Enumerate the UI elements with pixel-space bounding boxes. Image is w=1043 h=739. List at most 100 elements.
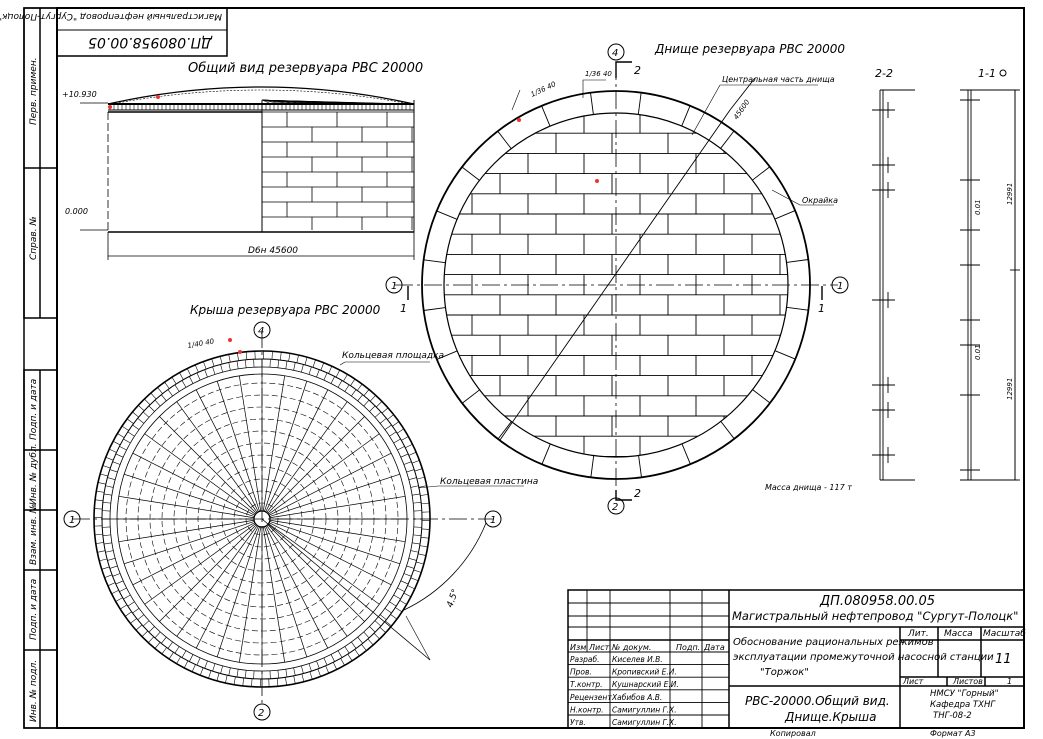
roof-rib (268, 522, 392, 586)
platform-tick (363, 399, 370, 407)
axis-label: 1 (69, 515, 75, 526)
rim-joint (461, 389, 480, 404)
roof-rib (264, 380, 308, 512)
platform-tick (111, 589, 119, 595)
platform-tick (120, 604, 128, 610)
platform-tick (137, 614, 145, 620)
platform-tick (194, 364, 199, 373)
platform-tick (104, 574, 113, 578)
strip-label: Инв. № дубл. (29, 443, 39, 505)
platform-tick (123, 594, 131, 600)
platform-tick (389, 431, 397, 437)
rim-joint (681, 443, 691, 465)
platform-tick (379, 418, 387, 424)
platform-tick (171, 377, 177, 385)
platform-tick (301, 673, 305, 682)
platform-tick (132, 608, 140, 614)
platform-tick (277, 670, 280, 679)
tb-staff-name: Кропивский Е.И. (612, 668, 677, 677)
axis-label: 4 (612, 48, 618, 59)
roof-rib (144, 523, 256, 605)
platform-tick (100, 473, 108, 477)
platform-tick (344, 646, 350, 654)
roof-rib (266, 525, 348, 637)
rim-joint (720, 421, 735, 440)
tb-col-header: Лист (588, 643, 610, 652)
platform-tick (196, 372, 201, 381)
platform-tick (237, 352, 239, 361)
platform-tick (347, 653, 353, 661)
section-11 (960, 89, 1020, 481)
platform-tick (414, 468, 423, 472)
platform-tick (107, 477, 116, 480)
axis-label: 1 (391, 281, 397, 292)
platform-tick (148, 405, 155, 412)
tb-staff-role: Пров. (570, 668, 592, 677)
tb-org-3: ТНГ-08-2 (933, 711, 972, 721)
platform-tick (419, 545, 428, 548)
rim-joint (786, 259, 809, 263)
rim-joint (752, 389, 771, 404)
platform-tick (109, 448, 117, 453)
tb-staff-name: Кушнарский Е.И. (612, 680, 679, 689)
section-dim: 0.01 (974, 199, 982, 215)
tb-topic-1: Обоснование рациональных режимов (733, 636, 934, 648)
platform-tick (107, 582, 116, 587)
platform-tick (220, 665, 223, 674)
platform-tick (179, 372, 184, 380)
platform-tick (316, 660, 320, 669)
platform-tick (189, 654, 194, 662)
platform-tick (418, 553, 427, 556)
platform-tick (212, 366, 216, 375)
inner-frame (56, 7, 1025, 729)
platform-tick (357, 636, 363, 644)
rim-joint (423, 307, 446, 311)
tb-drawing-1: РВС-20000.Общий вид. (745, 694, 890, 708)
section-mark: 2 (634, 64, 641, 77)
platform-tick (309, 671, 313, 680)
rim-joint (436, 350, 458, 360)
platform-tick (208, 670, 212, 679)
platform-tick (204, 660, 208, 669)
bottom-center-label: Центральная часть днища (722, 75, 835, 84)
platform-tick (119, 587, 127, 592)
roof-rib (269, 495, 406, 519)
roof-rib (261, 99, 415, 105)
platform-tick (301, 364, 304, 373)
section-dim: 0.01 (974, 344, 982, 360)
marker-dot (156, 95, 160, 99)
platform-tick (411, 460, 420, 464)
platform-tick (115, 453, 124, 458)
tb-staff-role: Н.контр. (570, 705, 604, 714)
roof-rib (268, 523, 380, 605)
tb-staff-role: Т.контр. (570, 680, 603, 689)
roof-rib (216, 380, 260, 512)
platform-tick (285, 360, 288, 369)
tb-col-header: Изм (570, 643, 586, 652)
platform-tick (373, 633, 380, 640)
platform-tick (397, 587, 405, 592)
rotated-stamp-code: ДП.080958.00.05 (88, 34, 213, 50)
platform-tick (97, 482, 106, 485)
roof-rib (262, 526, 286, 663)
strip-label: Подп. и дата (29, 379, 39, 440)
platform-tick (216, 673, 220, 681)
tb-staff-name: Киселев И.В. (612, 655, 663, 664)
platform-tick (280, 352, 282, 361)
platform-tick (410, 485, 419, 488)
platform-tick (337, 380, 343, 388)
platform-tick (293, 362, 296, 371)
tb-drawing-2: Днище.Крыша (784, 710, 876, 724)
axis-label: 4 (258, 326, 264, 337)
roof-rib (264, 526, 308, 658)
platform-tick (316, 369, 320, 378)
tb-scale-label: Масштаб (983, 629, 1026, 639)
marker-dot (238, 350, 242, 354)
general-view-title: Общий вид резервуара РВС 20000 (188, 61, 423, 76)
tb-col-header: № докум. (611, 643, 651, 652)
platform-tick (413, 534, 422, 537)
tb-lit-label: Лит. (907, 629, 929, 639)
platform-tick (374, 411, 382, 418)
platform-tick (154, 399, 161, 407)
platform-tick (130, 618, 137, 624)
